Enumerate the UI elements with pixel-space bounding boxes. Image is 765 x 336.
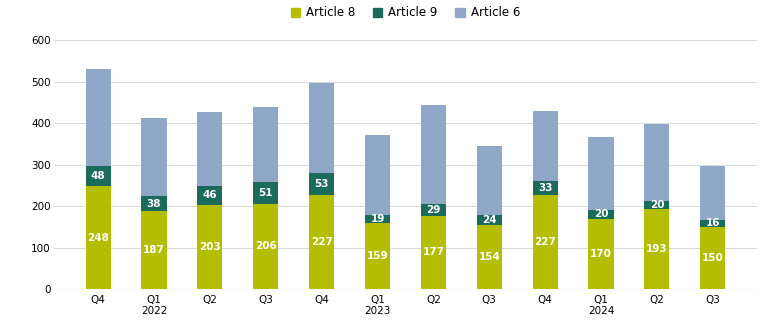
Bar bbox=[197, 186, 223, 205]
Bar bbox=[421, 216, 446, 289]
Text: 187: 187 bbox=[143, 245, 165, 255]
Bar bbox=[644, 209, 669, 289]
Bar bbox=[644, 201, 669, 209]
Text: 38: 38 bbox=[147, 199, 161, 209]
Bar bbox=[142, 118, 167, 196]
Bar bbox=[700, 220, 725, 227]
Text: 206: 206 bbox=[255, 241, 277, 251]
Text: 19: 19 bbox=[370, 214, 385, 224]
Bar bbox=[532, 111, 558, 181]
Bar bbox=[197, 205, 223, 289]
Bar bbox=[309, 173, 334, 195]
Text: 170: 170 bbox=[590, 249, 612, 259]
Bar bbox=[309, 83, 334, 173]
Bar bbox=[477, 225, 502, 289]
Bar bbox=[86, 69, 111, 166]
Text: 20: 20 bbox=[594, 209, 608, 219]
Bar bbox=[588, 137, 614, 210]
Text: 150: 150 bbox=[702, 253, 724, 263]
Text: 227: 227 bbox=[534, 237, 556, 247]
Bar bbox=[588, 210, 614, 218]
Text: 53: 53 bbox=[314, 179, 329, 189]
Text: 24: 24 bbox=[482, 215, 496, 225]
Bar bbox=[365, 215, 390, 223]
Text: 16: 16 bbox=[705, 218, 720, 228]
Text: 154: 154 bbox=[478, 252, 500, 262]
Text: 29: 29 bbox=[426, 205, 441, 215]
Bar bbox=[253, 204, 278, 289]
Bar bbox=[142, 211, 167, 289]
Bar bbox=[365, 223, 390, 289]
Bar bbox=[421, 106, 446, 204]
Text: 227: 227 bbox=[311, 237, 333, 247]
Bar bbox=[644, 124, 669, 201]
Bar bbox=[700, 166, 725, 220]
Text: 51: 51 bbox=[259, 188, 273, 198]
Bar bbox=[700, 227, 725, 289]
Text: 33: 33 bbox=[538, 183, 552, 193]
Text: 193: 193 bbox=[646, 244, 668, 254]
Bar bbox=[477, 146, 502, 215]
Text: 248: 248 bbox=[87, 233, 109, 243]
Bar bbox=[365, 135, 390, 215]
Bar bbox=[86, 186, 111, 289]
Bar bbox=[477, 215, 502, 225]
Text: 159: 159 bbox=[366, 251, 389, 261]
Bar bbox=[86, 166, 111, 186]
Text: 48: 48 bbox=[91, 171, 106, 181]
Bar bbox=[421, 204, 446, 216]
Bar bbox=[253, 182, 278, 204]
Bar bbox=[197, 112, 223, 186]
Bar bbox=[532, 181, 558, 195]
Bar bbox=[532, 195, 558, 289]
Text: 203: 203 bbox=[199, 242, 221, 252]
Text: 46: 46 bbox=[203, 190, 217, 200]
Bar bbox=[253, 108, 278, 182]
Legend: Article 8, Article 9, Article 6: Article 8, Article 9, Article 6 bbox=[291, 6, 520, 19]
Text: 20: 20 bbox=[649, 200, 664, 210]
Bar bbox=[142, 196, 167, 211]
Bar bbox=[588, 218, 614, 289]
Text: 177: 177 bbox=[422, 247, 444, 257]
Bar bbox=[309, 195, 334, 289]
